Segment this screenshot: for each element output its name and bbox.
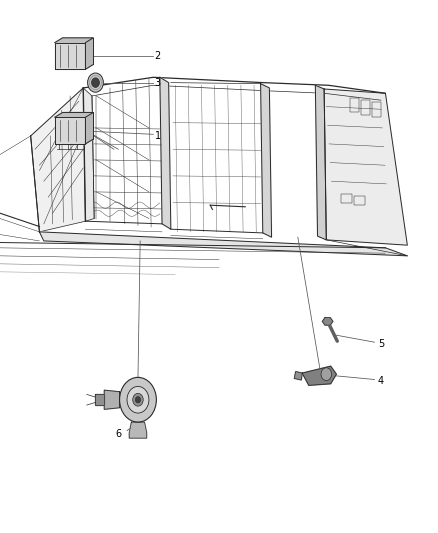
Circle shape xyxy=(321,368,332,381)
Text: 1: 1 xyxy=(155,131,161,141)
Circle shape xyxy=(120,377,156,422)
Polygon shape xyxy=(261,84,272,237)
Polygon shape xyxy=(39,232,407,256)
Circle shape xyxy=(92,78,99,87)
Text: 6: 6 xyxy=(115,430,121,439)
Polygon shape xyxy=(55,112,93,117)
Polygon shape xyxy=(55,43,85,69)
Polygon shape xyxy=(294,372,302,380)
Circle shape xyxy=(133,393,143,406)
Polygon shape xyxy=(322,318,333,325)
Polygon shape xyxy=(55,117,85,144)
Polygon shape xyxy=(95,394,104,405)
Polygon shape xyxy=(160,77,171,229)
Polygon shape xyxy=(31,88,85,232)
Circle shape xyxy=(88,73,103,92)
Circle shape xyxy=(135,397,141,403)
Polygon shape xyxy=(315,85,326,240)
Text: 3: 3 xyxy=(155,78,161,87)
Polygon shape xyxy=(83,88,94,221)
Circle shape xyxy=(127,386,149,413)
Text: 5: 5 xyxy=(378,339,384,349)
Polygon shape xyxy=(104,390,120,409)
Text: 2: 2 xyxy=(155,51,161,61)
Polygon shape xyxy=(55,38,93,43)
Polygon shape xyxy=(85,38,93,69)
Text: 4: 4 xyxy=(378,376,384,386)
Polygon shape xyxy=(302,366,336,385)
Polygon shape xyxy=(324,89,407,245)
Polygon shape xyxy=(85,112,93,144)
Polygon shape xyxy=(129,422,147,438)
